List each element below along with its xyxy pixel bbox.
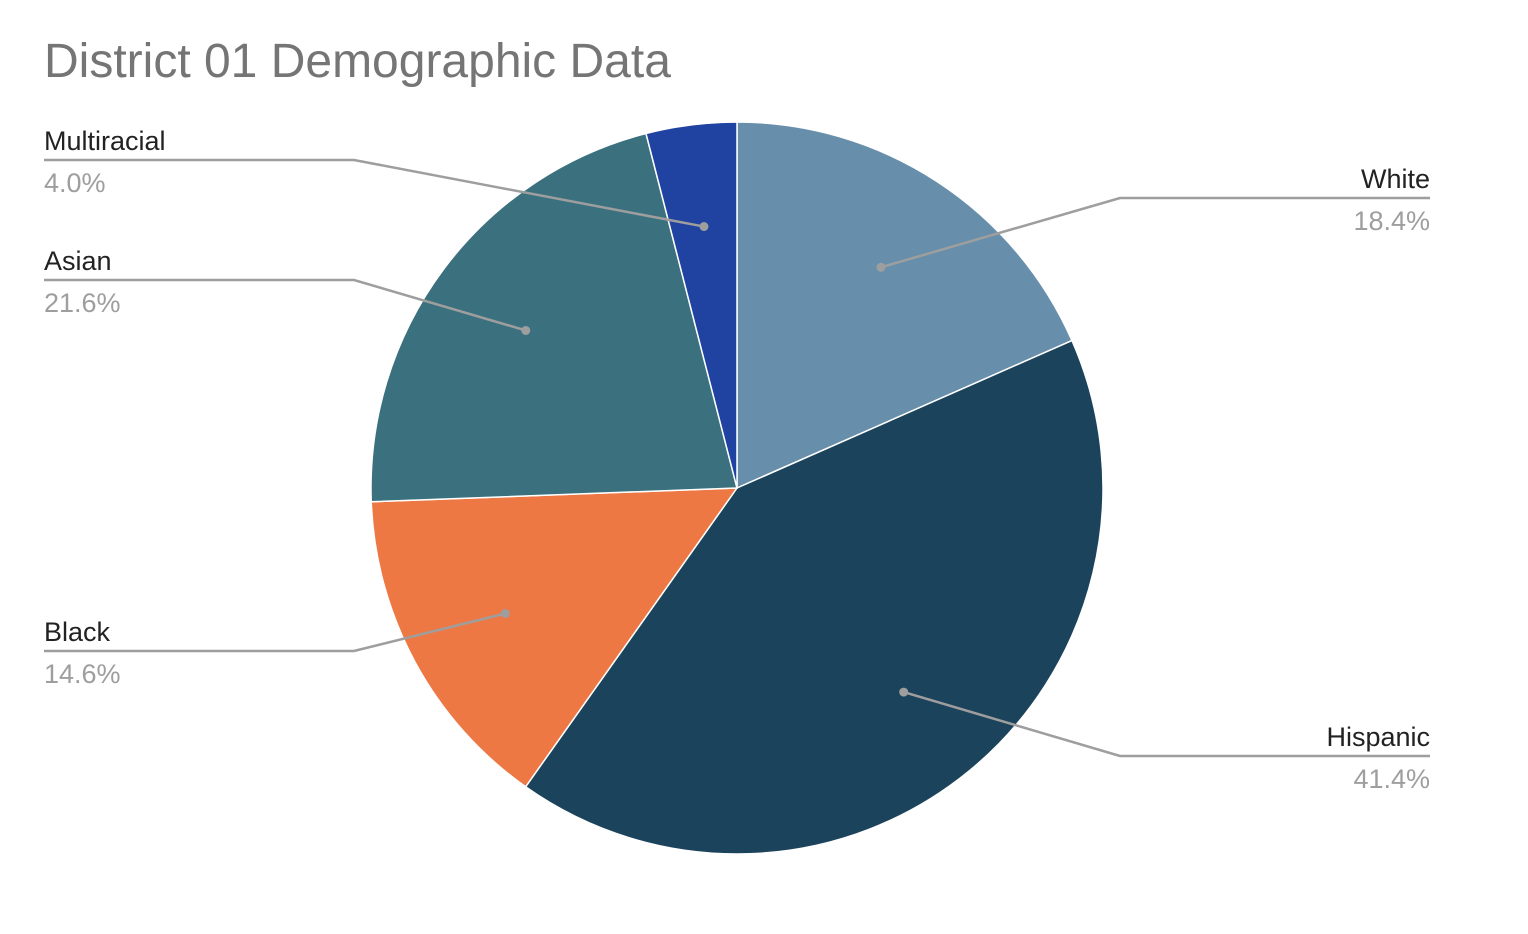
pie-slice-hispanic[interactable]: [524, 339, 1104, 855]
leader-line-asian: [44, 278, 527, 332]
slice-label-asian: Asian: [44, 246, 112, 276]
leader-dot-multiracial: [699, 222, 709, 232]
slice-percent-asian: 21.6%: [44, 288, 121, 318]
slice-label-black: Black: [44, 617, 111, 647]
pie-slice-asian[interactable]: [370, 132, 738, 503]
leader-dot-asian: [521, 325, 531, 335]
leader-dot-hispanic: [899, 687, 909, 697]
leader-line-multiracial: [44, 158, 705, 228]
slice-label-hispanic: Hispanic: [1326, 722, 1430, 752]
pie-slice-black[interactable]: [370, 487, 739, 788]
slice-label-multiracial: Multiracial: [44, 126, 166, 156]
leader-dot-black: [500, 608, 510, 618]
slice-percent-multiracial: 4.0%: [44, 168, 106, 198]
slice-label-white: White: [1361, 164, 1430, 194]
leader-line-white: [880, 196, 1430, 269]
slice-percent-black: 14.6%: [44, 659, 121, 689]
leader-line-hispanic: [903, 690, 1430, 758]
slice-percent-hispanic: 41.4%: [1353, 764, 1430, 794]
pie-slice-multiracial[interactable]: [645, 121, 738, 489]
chart-title: District 01 Demographic Data: [44, 35, 671, 88]
pie-slice-white[interactable]: [736, 121, 1073, 490]
leader-line-black: [44, 612, 506, 653]
slice-percent-white: 18.4%: [1353, 206, 1430, 236]
leader-dot-white: [876, 262, 886, 272]
